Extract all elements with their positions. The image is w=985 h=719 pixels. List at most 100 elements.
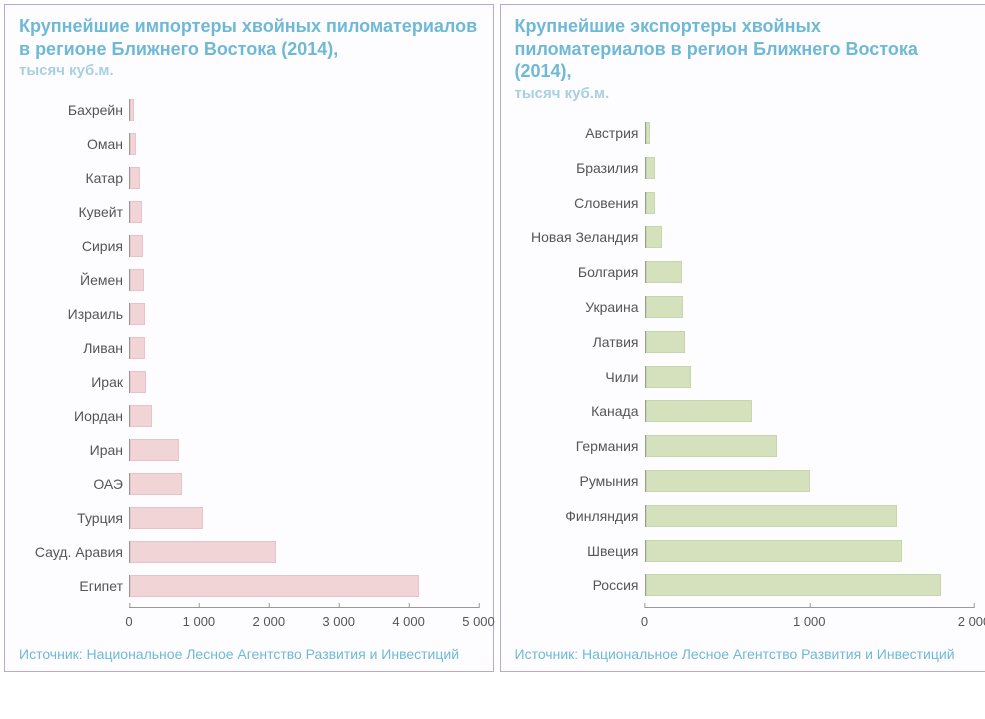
panels-container: Крупнейшие импортеры хвойных пиломатериа… — [4, 4, 985, 672]
bars-importers: Бахрейн Оман Катар Кувейт Сирия Йемен Израиль Л… — [19, 93, 479, 603]
bar — [130, 133, 136, 155]
bar — [646, 400, 753, 422]
bar — [130, 167, 140, 189]
category-label: Оман — [19, 136, 129, 152]
bar-row: Оман — [19, 127, 479, 161]
bar — [130, 337, 145, 359]
bar-track — [129, 439, 479, 461]
bar-row: Израиль — [19, 297, 479, 331]
bar-row: Сауд. Аравия — [19, 535, 479, 569]
chart-area-importers: Бахрейн Оман Катар Кувейт Сирия Йемен Израиль Л… — [19, 93, 479, 635]
bar-row: Финляндия — [515, 499, 975, 533]
axis-tick: 1 000 — [183, 608, 216, 629]
bar — [130, 269, 144, 291]
bar-row: Кувейт — [19, 195, 479, 229]
category-label: Германия — [515, 438, 645, 454]
category-label: Кувейт — [19, 204, 129, 220]
bar-row: Сирия — [19, 229, 479, 263]
bar-row: Чили — [515, 360, 975, 394]
bar-row: Иран — [19, 433, 479, 467]
bar-track — [129, 269, 479, 291]
panel-subtitle: тысяч куб.м. — [515, 85, 975, 102]
bar-track — [645, 122, 975, 144]
bar-row: Канада — [515, 394, 975, 428]
bar-track — [129, 575, 479, 597]
bar — [646, 435, 777, 457]
axis-tick: 0 — [641, 608, 648, 629]
bar — [646, 296, 684, 318]
bar-row: Турция — [19, 501, 479, 535]
axis-tick: 1 000 — [793, 608, 826, 629]
bar-track — [129, 235, 479, 257]
axis-tick: 5 000 — [462, 608, 495, 629]
panel-title: Крупнейшие импортеры хвойных пиломатериа… — [19, 15, 479, 60]
bar — [130, 439, 179, 461]
source-text: Источник: Национальное Лесное Агентство … — [515, 645, 975, 663]
bar-track — [645, 470, 975, 492]
bar-row: Австрия — [515, 116, 975, 150]
category-label: Ирак — [19, 374, 129, 390]
panel-subtitle: тысяч куб.м. — [19, 62, 479, 79]
panel-title: Крупнейшие экспортеры хвойных пиломатери… — [515, 15, 975, 83]
bar — [646, 540, 902, 562]
bar — [646, 122, 651, 144]
bar-row: Иордан — [19, 399, 479, 433]
bar-track — [129, 99, 479, 121]
axis-tick: 3 000 — [322, 608, 355, 629]
bar-row: Болгария — [515, 255, 975, 289]
bar-track — [129, 133, 479, 155]
chart-area-exporters: АвстрияБразилияСловенияНовая ЗеландияБол… — [515, 116, 975, 636]
bar-track — [645, 366, 975, 388]
category-label: Сирия — [19, 238, 129, 254]
bar — [646, 226, 662, 248]
category-label: Иордан — [19, 408, 129, 424]
bar — [646, 470, 810, 492]
bar — [646, 574, 942, 596]
bar-track — [645, 574, 975, 596]
panel-importers: Крупнейшие импортеры хвойных пиломатериа… — [4, 4, 494, 672]
category-label: Египет — [19, 578, 129, 594]
category-label: Словения — [515, 195, 645, 211]
bar-row: Румыния — [515, 464, 975, 498]
bar-track — [645, 192, 975, 214]
bar — [646, 366, 692, 388]
bar-row: Ирак — [19, 365, 479, 399]
category-label: Новая Зеландия — [515, 229, 645, 245]
bar — [130, 507, 203, 529]
category-label: Ливан — [19, 340, 129, 356]
axis-tick: 2 000 — [958, 608, 985, 629]
category-label: Болгария — [515, 264, 645, 280]
category-label: Йемен — [19, 272, 129, 288]
bar — [646, 261, 682, 283]
bar-track — [129, 371, 479, 393]
bar-track — [129, 303, 479, 325]
bar-row: Латвия — [515, 325, 975, 359]
bar — [130, 201, 142, 223]
bar — [130, 371, 146, 393]
bar — [130, 235, 143, 257]
bar-row: Египет — [19, 569, 479, 603]
bar-track — [645, 540, 975, 562]
bar-track — [645, 505, 975, 527]
bar-track — [645, 296, 975, 318]
bar-row: Новая Зеландия — [515, 220, 975, 254]
bar — [130, 405, 152, 427]
source-text: Источник: Национальное Лесное Агентство … — [19, 645, 479, 663]
category-label: Иран — [19, 442, 129, 458]
axis-tick: 4 000 — [392, 608, 425, 629]
bar-row: Россия — [515, 568, 975, 602]
bar-track — [129, 541, 479, 563]
bar — [130, 303, 145, 325]
x-axis-exporters: 01 0002 000 — [515, 607, 975, 635]
bar-row: Катар — [19, 161, 479, 195]
x-axis-importers: 01 0002 0003 0004 0005 000 — [19, 607, 479, 635]
category-label: Катар — [19, 170, 129, 186]
category-label: Канада — [515, 403, 645, 419]
bar-row: ОАЭ — [19, 467, 479, 501]
bar-track — [129, 473, 479, 495]
bar-row: Бахрейн — [19, 93, 479, 127]
bar-track — [129, 337, 479, 359]
category-label: Швеция — [515, 543, 645, 559]
bar — [646, 331, 685, 353]
category-label: Румыния — [515, 473, 645, 489]
